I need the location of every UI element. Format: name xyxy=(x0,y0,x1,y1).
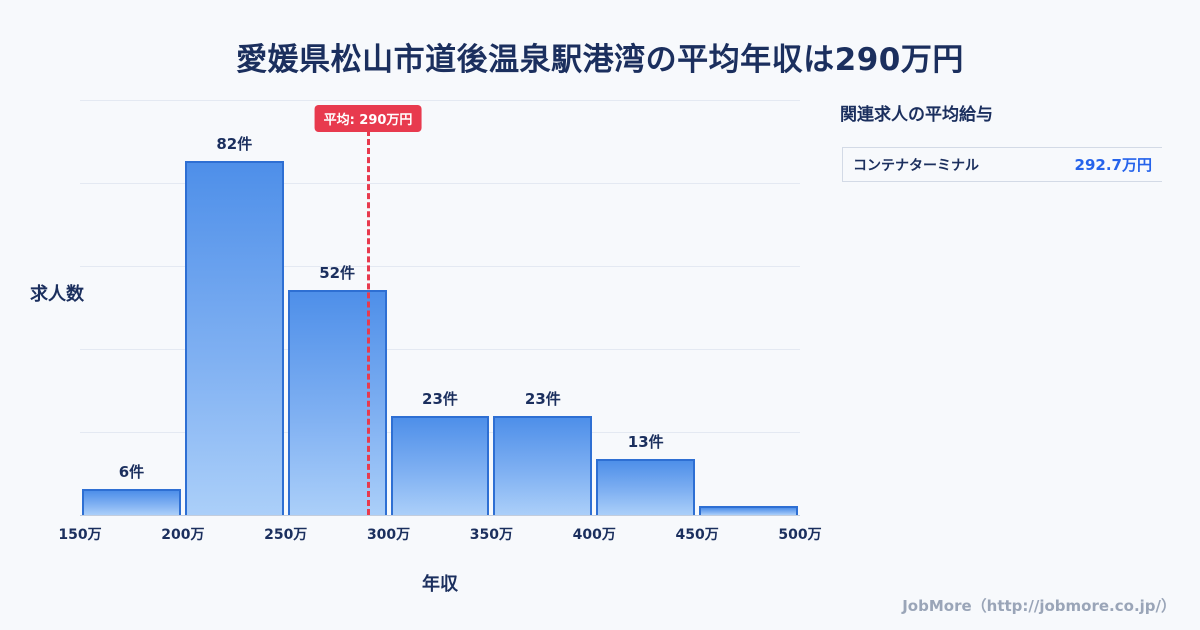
gridline xyxy=(80,349,800,350)
x-tick-label: 300万 xyxy=(366,527,411,543)
gridline xyxy=(80,183,800,184)
x-axis-label: 年収 xyxy=(422,574,458,595)
x-tick-label: 250万 xyxy=(264,527,308,543)
side-panel-heading: 関連求人の平均給与 xyxy=(840,105,993,125)
x-tick-label: 200万 xyxy=(161,527,205,543)
histogram-bar xyxy=(287,290,387,515)
job-average-salary: 292.7万円 xyxy=(1074,156,1152,174)
bar-count-label: 23件 xyxy=(422,389,458,408)
histogram-bar xyxy=(596,458,696,515)
histogram-bar xyxy=(390,415,490,515)
x-axis-line xyxy=(80,515,800,516)
bar-slot: 52件 xyxy=(286,100,389,515)
bar-slot: 6件 xyxy=(80,100,183,515)
related-job-row: コンテナターミナル 292.7万円 xyxy=(842,147,1162,182)
x-axis-ticks: 150万 200万 250万 300万 350万 400万 450万 500万 xyxy=(58,524,821,544)
histogram-bar xyxy=(82,489,181,515)
x-tick-label: 400万 xyxy=(572,527,616,543)
bar-count-label: 52件 xyxy=(319,264,356,283)
x-tick-label: 450万 xyxy=(675,527,719,543)
bar-count-label: 13件 xyxy=(627,432,664,451)
x-tick-label: 350万 xyxy=(469,527,514,543)
average-badge: 平均: 290万円 xyxy=(314,105,422,132)
y-axis-label: 求人数 xyxy=(30,284,84,305)
bar-slot: 23件 xyxy=(491,100,594,515)
average-line xyxy=(366,130,370,515)
footer-credit: JobMore（http://jobmore.co.jp/） xyxy=(902,597,1176,615)
bar-count-label: 82件 xyxy=(216,134,253,153)
bar-slot: 82件 xyxy=(183,100,286,515)
gridline xyxy=(80,100,800,101)
job-name: コンテナターミナル xyxy=(853,157,979,174)
bar-slot: 23件 xyxy=(389,100,492,515)
histogram-bar xyxy=(699,506,798,515)
histogram-bar xyxy=(493,415,593,515)
x-tick-label: 500万 xyxy=(778,527,822,543)
bar-slot xyxy=(697,100,800,515)
histogram-bar xyxy=(184,160,284,515)
x-tick-label: 150万 xyxy=(58,527,102,543)
page-title: 愛媛県松山市道後温泉駅港湾の平均年収は290万円 xyxy=(236,42,964,78)
bar-slot: 13件 xyxy=(594,100,697,515)
bar-count-label: 23件 xyxy=(524,389,561,408)
bar-count-label: 6件 xyxy=(118,463,145,482)
plot-area: 平均: 290万円 6件 82件 52件 23件 23件 13件 xyxy=(80,100,800,516)
side-panel-rows: コンテナターミナル 292.7万円 xyxy=(842,147,1162,182)
gridline xyxy=(80,266,800,267)
